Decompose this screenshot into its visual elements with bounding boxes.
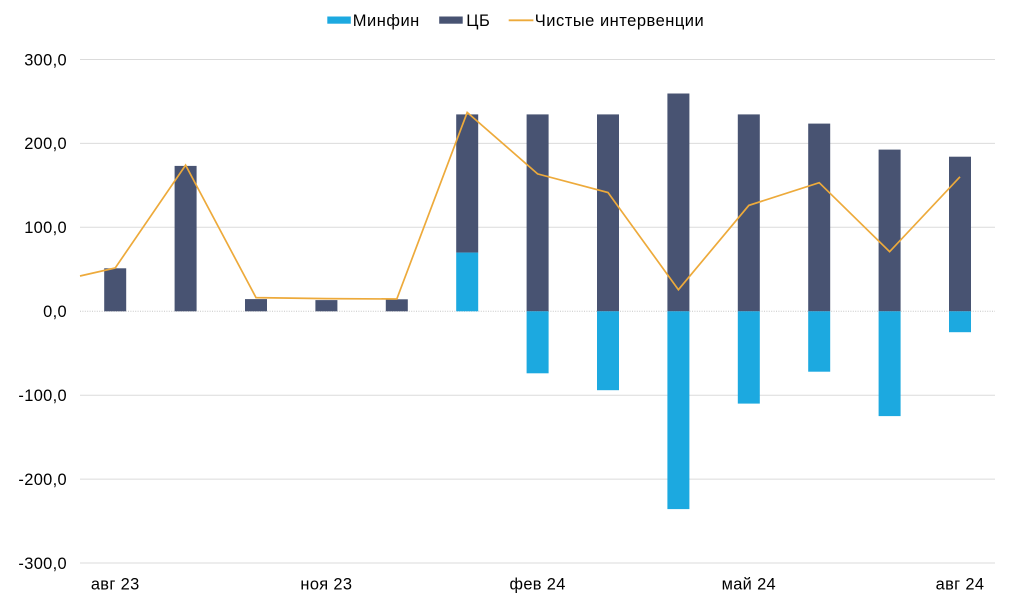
svg-text:-200,0: -200,0 [18, 471, 67, 489]
svg-text:май 24: май 24 [722, 575, 776, 593]
svg-text:Чистые интервенции: Чистые интервенции [535, 12, 704, 30]
svg-text:авг 23: авг 23 [91, 575, 140, 593]
svg-text:-100,0: -100,0 [18, 387, 67, 405]
svg-text:200,0: 200,0 [24, 135, 67, 153]
svg-text:авг 24: авг 24 [936, 575, 985, 593]
svg-text:0,0: 0,0 [43, 303, 67, 321]
svg-text:фев 24: фев 24 [509, 575, 565, 593]
svg-text:300,0: 300,0 [24, 51, 67, 69]
svg-text:Минфин: Минфин [353, 12, 420, 30]
svg-text:100,0: 100,0 [24, 219, 67, 237]
svg-text:ЦБ: ЦБ [466, 12, 490, 30]
svg-text:-300,0: -300,0 [18, 555, 67, 573]
svg-text:ноя 23: ноя 23 [300, 575, 352, 593]
